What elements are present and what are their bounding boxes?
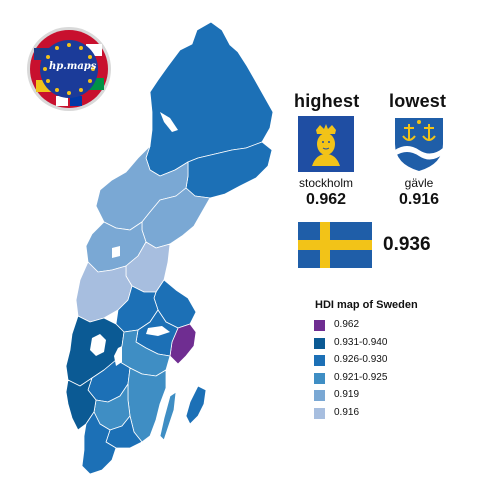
logo-text: hp.maps bbox=[49, 61, 97, 72]
lowest-city: gävle bbox=[404, 176, 434, 190]
highest-value: 0.962 bbox=[305, 191, 347, 208]
legend-swatch bbox=[314, 390, 325, 401]
lowest-heading: lowest bbox=[389, 91, 447, 111]
legend-label: 0.962 bbox=[334, 319, 360, 330]
legend-swatch bbox=[314, 407, 325, 419]
legend-label: 0.926-0.930 bbox=[334, 354, 388, 365]
stockholm-crest-icon bbox=[298, 116, 354, 172]
lake-vanern bbox=[90, 334, 106, 356]
legend-swatch bbox=[314, 372, 325, 384]
region-oland[interactable] bbox=[159, 391, 177, 441]
region-skane[interactable] bbox=[81, 411, 117, 475]
legend-label: 0.916 bbox=[334, 406, 360, 418]
lake-torne bbox=[160, 112, 178, 132]
legend-swatch bbox=[314, 320, 325, 331]
legend-label: 0.919 bbox=[334, 389, 360, 400]
national-value: 0.936 bbox=[383, 234, 431, 255]
lake-vattern bbox=[114, 346, 122, 366]
lake-malaren bbox=[146, 326, 170, 336]
highest-city: stockholm bbox=[298, 176, 354, 190]
legend-label: 0.921-0.925 bbox=[334, 371, 388, 383]
legend-title: HDI map of Sweden bbox=[315, 299, 418, 311]
lake-siljan bbox=[112, 246, 120, 258]
legend-swatch bbox=[314, 355, 325, 366]
sweden-flag-icon bbox=[298, 222, 372, 268]
region-gotland[interactable] bbox=[185, 385, 207, 425]
hp-maps-logo bbox=[27, 27, 111, 111]
legend-swatch bbox=[314, 337, 325, 349]
gavle-crest-icon bbox=[395, 118, 443, 171]
legend-label: 0.931-0.940 bbox=[334, 336, 388, 348]
highest-heading: highest bbox=[294, 91, 360, 111]
lowest-value: 0.916 bbox=[398, 191, 440, 208]
